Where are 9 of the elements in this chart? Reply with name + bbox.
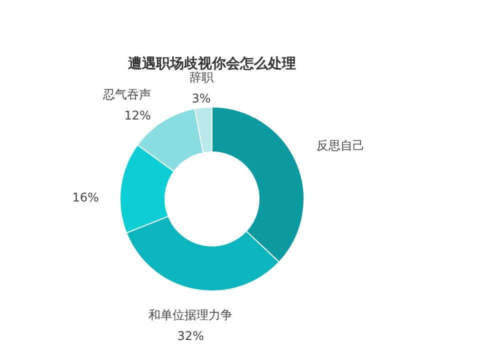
slice-label: 和单位据理力争 xyxy=(148,308,233,322)
slice-label: 反思自己 xyxy=(316,138,365,153)
slice-label: 忍气吞声 xyxy=(102,88,151,102)
slice-label: 辞职 xyxy=(189,70,214,85)
data-label: 32% xyxy=(177,328,204,343)
data-label: 12% xyxy=(124,108,151,123)
chart-title: 遭遇职场歧视你会怎么处理 xyxy=(127,55,296,72)
data-label: 16% xyxy=(72,190,99,205)
data-label: 3% xyxy=(192,92,211,106)
